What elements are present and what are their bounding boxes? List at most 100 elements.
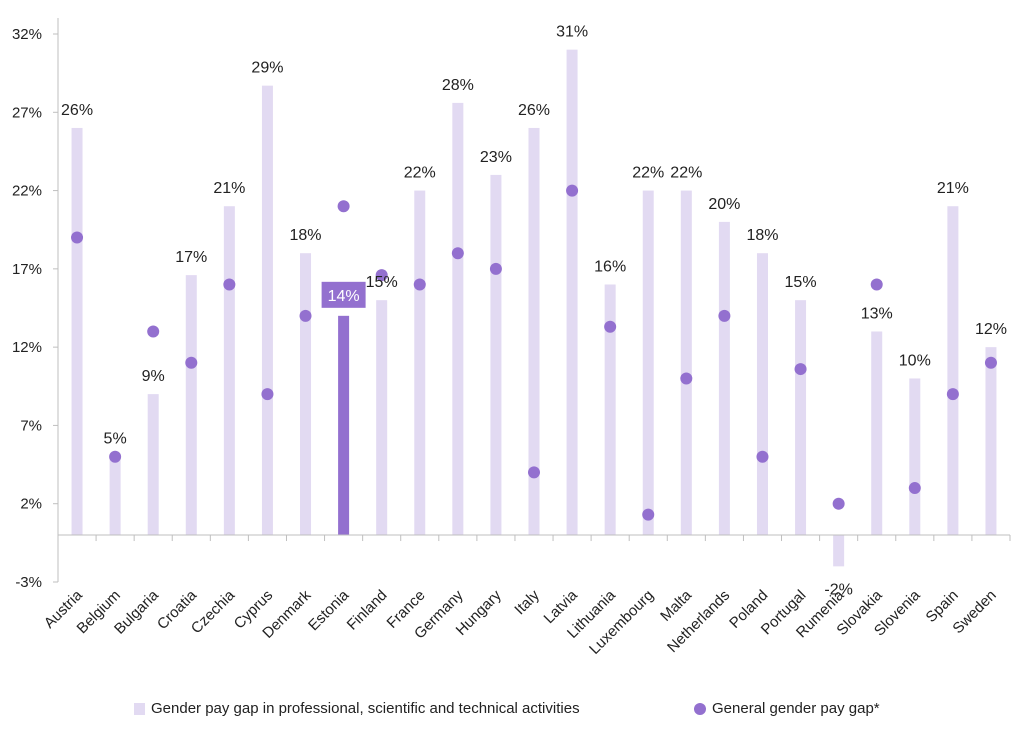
chart: 32% 27% 22% 17% 12% 7% 2% -3% 26% 5% 9% 17% 21% 29% 1… (12, 18, 1011, 658)
bar-value-label: 9% (142, 368, 165, 385)
bar-value-label: 18% (290, 227, 322, 244)
bars-series (71, 49, 997, 567)
dot (832, 497, 845, 510)
dot (604, 320, 617, 333)
bar (490, 174, 502, 536)
bar (414, 190, 426, 536)
bar-value-label: 22% (404, 165, 436, 182)
y-axis: 32% 27% 22% 17% 12% 7% 2% -3% (12, 18, 59, 591)
bar (185, 275, 197, 536)
legend-label-dots: General gender pay gap* (712, 700, 880, 717)
bar-value-label: 28% (442, 77, 474, 94)
bar-value-label: 23% (480, 149, 512, 166)
dot (870, 278, 883, 291)
dot (337, 200, 350, 213)
dot (908, 482, 921, 495)
dot (528, 466, 540, 479)
bar (528, 127, 540, 536)
bar (718, 221, 730, 536)
y-tick-label: 2% (20, 496, 42, 513)
legend-label-bars: Gender pay gap in professional, scientif… (151, 700, 580, 717)
bar-value-label: 15% (366, 274, 398, 291)
bar-value-label: 20% (708, 196, 740, 213)
dot (451, 247, 464, 260)
highlight-label-box (321, 281, 366, 308)
bar (566, 49, 578, 536)
x-tick-label: Estonia (305, 586, 353, 634)
bar-value-label: 10% (899, 352, 931, 369)
bar (795, 300, 807, 536)
dot (794, 363, 807, 376)
x-axis: AustriaBelgiumBulgariaCroatiaCzechiaCypr… (41, 534, 1011, 658)
bar (756, 253, 768, 536)
bar (985, 347, 997, 536)
bar (642, 190, 654, 536)
bar (338, 315, 350, 536)
y-tick-label: 22% (12, 183, 42, 200)
bar (604, 284, 616, 536)
bar-value-label: 26% (61, 102, 93, 119)
y-tick-label: 12% (12, 339, 42, 356)
bar-value-label: 29% (251, 60, 283, 77)
bar (300, 253, 312, 536)
dot (946, 388, 959, 401)
bar-value-labels: 26% 5% 9% 17% 21% 29% 18% 14% 15% 22% 28% 23% 26% 31%… (61, 24, 1007, 599)
bar (833, 535, 845, 567)
bar (909, 378, 921, 536)
dot (109, 450, 122, 463)
bar-value-label: 21% (937, 180, 969, 197)
dot (261, 388, 274, 401)
bar-value-label: 14% (328, 288, 360, 305)
legend-swatch-dots (694, 702, 706, 715)
bar-value-label: 22% (670, 165, 702, 182)
dot (984, 356, 997, 369)
x-tick-label: Czechia (188, 586, 239, 637)
dot (489, 262, 502, 275)
dot (147, 325, 160, 338)
dot (71, 231, 84, 244)
legend-item-dots: General gender pay gap* (694, 700, 880, 717)
bar (109, 456, 121, 536)
bar-value-label: 5% (104, 431, 127, 448)
dot (680, 372, 693, 385)
bar (147, 394, 159, 536)
bar (680, 190, 692, 536)
y-tick-label: 17% (12, 261, 42, 278)
bar (947, 206, 959, 536)
dot (566, 184, 579, 197)
bar-value-label: 15% (785, 274, 817, 291)
bar (223, 206, 235, 536)
bar (71, 127, 83, 536)
dot (185, 356, 198, 369)
bar-value-label: 21% (213, 180, 245, 197)
legend: Gender pay gap in professional, scientif… (0, 696, 1024, 726)
dot (642, 508, 655, 521)
dot (223, 278, 236, 291)
y-tick-label: 32% (12, 26, 42, 43)
y-tick-label: 27% (12, 104, 42, 121)
y-tick-label: 7% (20, 417, 42, 434)
bar-value-label: 16% (594, 259, 626, 276)
bar-value-label: 31% (556, 24, 588, 41)
bar (871, 331, 883, 536)
dot (756, 450, 769, 463)
bar (452, 102, 464, 536)
legend-swatch-bars (134, 702, 145, 715)
bar-value-label: 13% (861, 305, 893, 322)
bar-value-label: 22% (632, 165, 664, 182)
bar-value-label: 12% (975, 321, 1007, 338)
bar-value-label: 18% (746, 227, 778, 244)
dot (299, 309, 312, 322)
y-tick-label: -3% (15, 574, 42, 591)
dots-series (71, 184, 997, 521)
bar-value-label: 26% (518, 102, 550, 119)
dot (375, 269, 388, 282)
legend-item-bars: Gender pay gap in professional, scientif… (134, 700, 580, 717)
bar (261, 85, 273, 536)
x-tick-label: Finland (344, 587, 391, 634)
dot (718, 309, 731, 322)
dot (413, 278, 426, 291)
bar-value-label: 17% (175, 249, 207, 266)
bar-value-label: -2% (824, 581, 852, 598)
bar (376, 300, 388, 536)
